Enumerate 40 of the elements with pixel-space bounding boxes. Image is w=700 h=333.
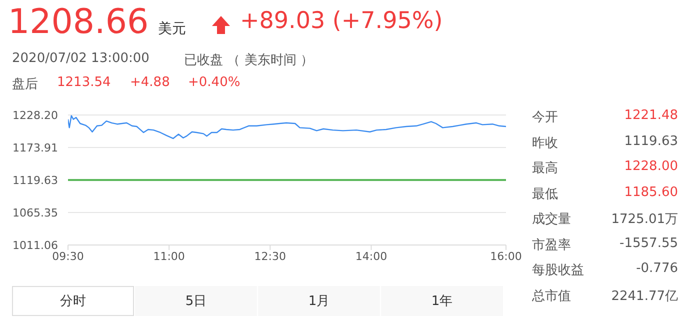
text: 分时	[12, 286, 134, 316]
text: +0.40%	[188, 75, 240, 90]
text: 2241.77亿	[611, 288, 678, 304]
y-tick-label: 1065.35	[12, 206, 58, 220]
x-tick-label: 16:00	[490, 250, 522, 263]
text: 1月	[258, 286, 380, 316]
text: -1557.55	[620, 236, 678, 250]
text: 2020/07/02 13:00:00	[12, 51, 150, 66]
y-tick-label: 1173.91	[12, 141, 58, 154]
text: 最低	[532, 186, 558, 202]
text: 今开	[532, 109, 558, 126]
text: 盘后	[12, 76, 38, 93]
text: 1119.63	[623, 134, 678, 148]
text: 成交量	[532, 211, 571, 228]
text: -0.776	[636, 261, 678, 276]
y-tick-label: 1011.06	[12, 238, 58, 252]
text: 美元	[158, 20, 186, 38]
text: 1228.00	[623, 159, 678, 174]
text: 1725.01万	[611, 212, 678, 227]
text: 1221.48	[623, 108, 678, 123]
text: 1185.60	[623, 184, 678, 200]
text: +4.88	[130, 75, 170, 90]
text: 昨收	[532, 134, 558, 152]
text: +89.03 (+7.95%)	[240, 8, 443, 34]
text: 1213.54	[57, 75, 111, 90]
y-tick-label: 1119.63	[12, 174, 58, 187]
text: 每股收益	[532, 262, 584, 279]
line-series	[68, 115, 506, 140]
x-tick-label: 12:30	[254, 250, 286, 263]
text: 总市值	[532, 288, 571, 304]
chart-title: 1208.66	[8, 2, 149, 42]
text: 5日	[135, 286, 257, 316]
x-tick-label: 11:00	[153, 250, 185, 263]
text: 市盈率	[532, 236, 571, 254]
y-tick-label: 1228.20	[12, 108, 58, 122]
x-tick-label: 14:00	[355, 250, 388, 263]
text: 最高	[532, 160, 558, 177]
text: 1年	[381, 286, 503, 316]
x-tick-label: 09:30	[52, 250, 84, 263]
text: 已收盘 （ 美东时间 ）	[184, 52, 314, 69]
